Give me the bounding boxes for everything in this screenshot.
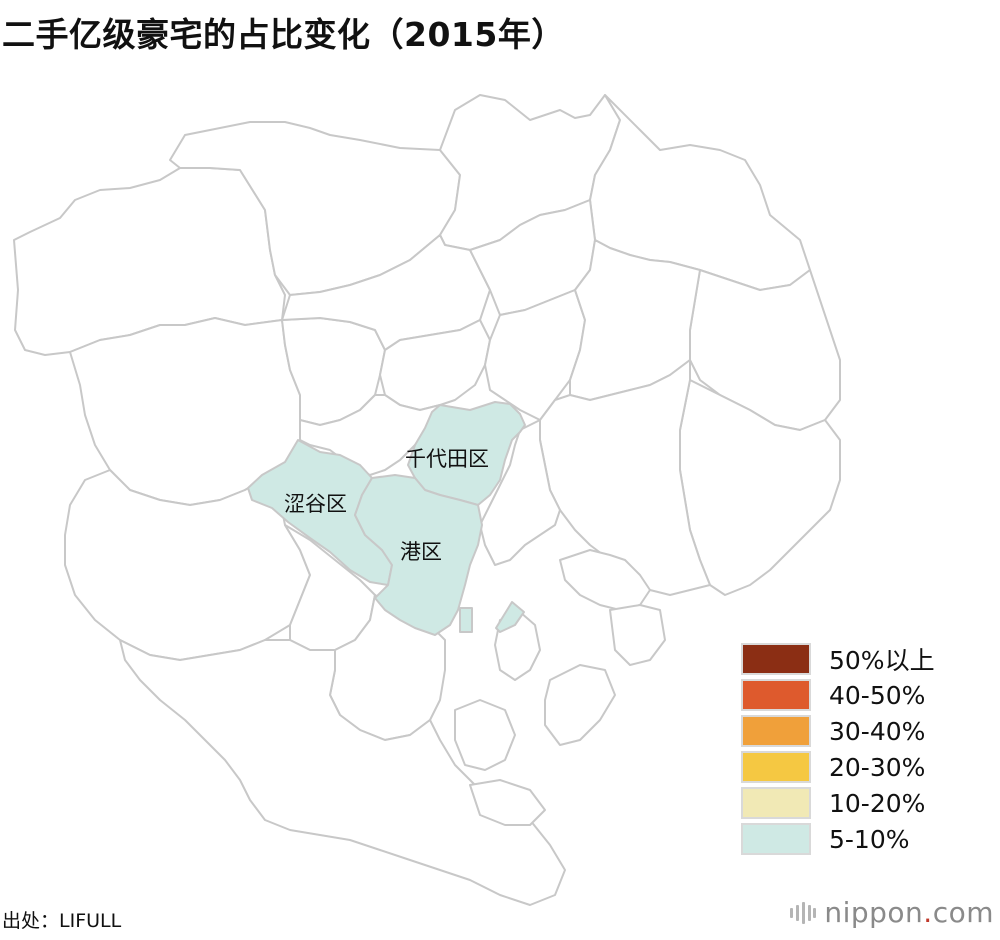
- legend-item: 10-20%: [741, 785, 935, 821]
- brand-name: nippon.com: [824, 896, 994, 929]
- ward-toshima[interactable]: [281, 234, 491, 351]
- brand-logo[interactable]: nippon.com: [790, 896, 994, 929]
- legend-swatch: [741, 643, 811, 675]
- legend-label: 20-30%: [829, 752, 926, 782]
- bay-island-1[interactable]: [559, 549, 651, 611]
- legend-item: 5-10%: [741, 821, 935, 857]
- legend-label: 10-20%: [829, 788, 926, 818]
- legend-item: 30-40%: [741, 713, 935, 749]
- ward-chuo[interactable]: [479, 419, 561, 566]
- legend-label: 40-50%: [829, 680, 926, 710]
- ward-minato-island-2[interactable]: [495, 601, 525, 633]
- legend-item: 40-50%: [741, 677, 935, 713]
- label-chiyoda: 千代田区: [405, 447, 489, 471]
- legend-label: 50%以上: [829, 646, 935, 675]
- legend-swatch: [741, 823, 811, 855]
- bay-island-6[interactable]: [469, 779, 546, 826]
- legend-label: 5-10%: [829, 824, 910, 854]
- ward-nerima[interactable]: [13, 167, 286, 356]
- legend: 50%以上 40-50% 30-40% 20-30% 10-20% 5-10%: [741, 641, 935, 857]
- legend-item: 50%以上: [741, 641, 935, 677]
- legend-label: 30-40%: [829, 716, 926, 746]
- legend-item: 20-30%: [741, 749, 935, 785]
- legend-swatch: [741, 787, 811, 819]
- bay-island-3[interactable]: [544, 664, 616, 746]
- source-credit: 出处：LIFULL: [2, 910, 122, 932]
- ward-chiyoda[interactable]: [407, 401, 526, 506]
- label-minato: 港区: [400, 540, 442, 564]
- ward-koto[interactable]: [539, 359, 711, 596]
- legend-swatch: [741, 679, 811, 711]
- ward-ota[interactable]: [119, 639, 566, 906]
- map-title: 二手亿级豪宅的占比变化（2015年）: [2, 15, 565, 54]
- label-shibuya: 涩谷区: [284, 492, 347, 516]
- brand-bars-icon: [790, 901, 817, 925]
- ward-minato[interactable]: [354, 474, 483, 636]
- bay-island-5[interactable]: [454, 699, 516, 771]
- legend-swatch: [741, 751, 811, 783]
- ward-minato-island-1[interactable]: [459, 607, 473, 633]
- bay-island-2[interactable]: [609, 604, 666, 666]
- legend-swatch: [741, 715, 811, 747]
